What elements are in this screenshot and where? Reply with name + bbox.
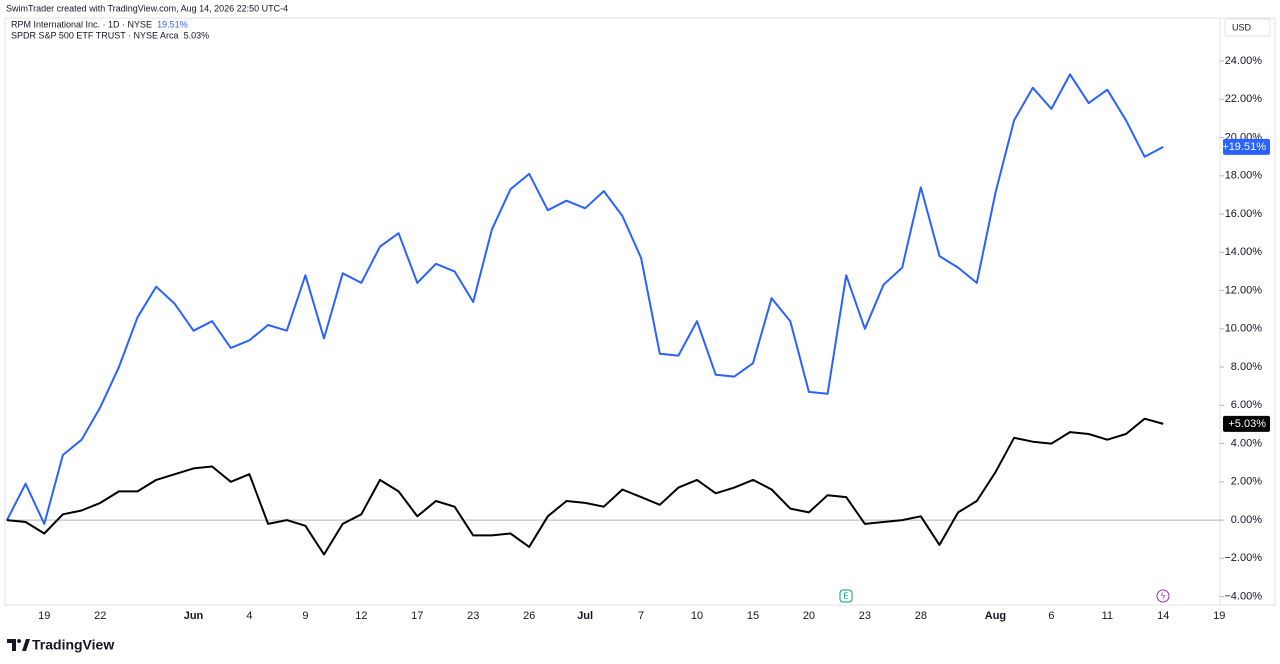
y-tick-label: 2.00%: [1231, 476, 1262, 488]
currency[interactable]: USD: [1232, 22, 1252, 32]
x-tick-label: 19: [1213, 610, 1225, 622]
x-tick-label: 26: [523, 610, 535, 622]
x-tick-label: 6: [1048, 610, 1054, 622]
y-tick-label: 18.00%: [1225, 170, 1263, 182]
last-value-badge: [1223, 415, 1270, 432]
x-tick-label: Jun: [184, 610, 204, 622]
x-tick-label: 9: [302, 610, 308, 622]
x-tick-label: 20: [803, 610, 815, 622]
series-line: [6, 417, 1164, 556]
x-tick-label: 11: [1102, 610, 1113, 622]
chart-title: SwimTrader created with TradingView.com,…: [6, 3, 288, 13]
x-tick-label: 7: [638, 610, 644, 622]
x-tick-label: 12: [355, 610, 367, 622]
y-tick-label: 6.00%: [1231, 399, 1262, 411]
y-tick-label: 14.00%: [1225, 246, 1263, 258]
y-tick-label: 16.00%: [1225, 208, 1263, 220]
x-tick-label: Jul: [577, 610, 593, 622]
x-tick-label: 22: [94, 610, 106, 622]
plot-frame: [4, 17, 1276, 606]
x-tick-label: 19: [38, 610, 50, 622]
legend-value: 19.51%: [157, 19, 188, 29]
svg-text:E: E: [843, 592, 848, 601]
svg-text:ϟ: ϟ: [1161, 592, 1166, 601]
x-tick-label: 17: [411, 610, 423, 622]
x-tick-label: 15: [747, 610, 759, 622]
y-tick-label: −4.00%: [1224, 590, 1262, 602]
x-tick-label: 28: [915, 610, 927, 622]
x-tick-label: Aug: [985, 610, 1006, 622]
currency-box[interactable]: [1224, 18, 1271, 37]
legend-value: 5.03%: [184, 30, 210, 40]
last-value-label: +19.51%: [1222, 141, 1266, 153]
series-line: [6, 73, 1164, 525]
y-tick-label: 24.00%: [1225, 55, 1263, 67]
last-value-badge: [1223, 138, 1270, 155]
logo-text[interactable]: TradingView: [32, 637, 114, 653]
x-tick-label: 4: [246, 610, 252, 622]
x-tick-label: 14: [1157, 610, 1169, 622]
y-tick-label: 8.00%: [1231, 361, 1262, 373]
y-tick-label: 10.00%: [1225, 323, 1263, 335]
legend-name: SPDR S&P 500 ETF TRUST · NYSE Arca: [11, 30, 179, 40]
y-tick-label: 4.00%: [1231, 437, 1262, 449]
x-tick-label: 10: [691, 610, 703, 622]
event-icon[interactable]: ϟ: [1156, 589, 1170, 603]
legend-name: RPM International Inc. · 1D · NYSE: [11, 19, 152, 29]
y-tick-label: 12.00%: [1225, 284, 1263, 296]
y-tick-label: 22.00%: [1225, 93, 1263, 105]
last-value-label: +5.03%: [1228, 418, 1266, 430]
x-tick-label: 23: [467, 610, 479, 622]
y-tick-label: 0.00%: [1231, 514, 1262, 526]
logo[interactable]: TradingView: [7, 637, 114, 653]
y-tick-label: −2.00%: [1224, 552, 1262, 564]
earnings-icon[interactable]: E: [839, 589, 853, 603]
x-tick-label: 23: [859, 610, 871, 622]
